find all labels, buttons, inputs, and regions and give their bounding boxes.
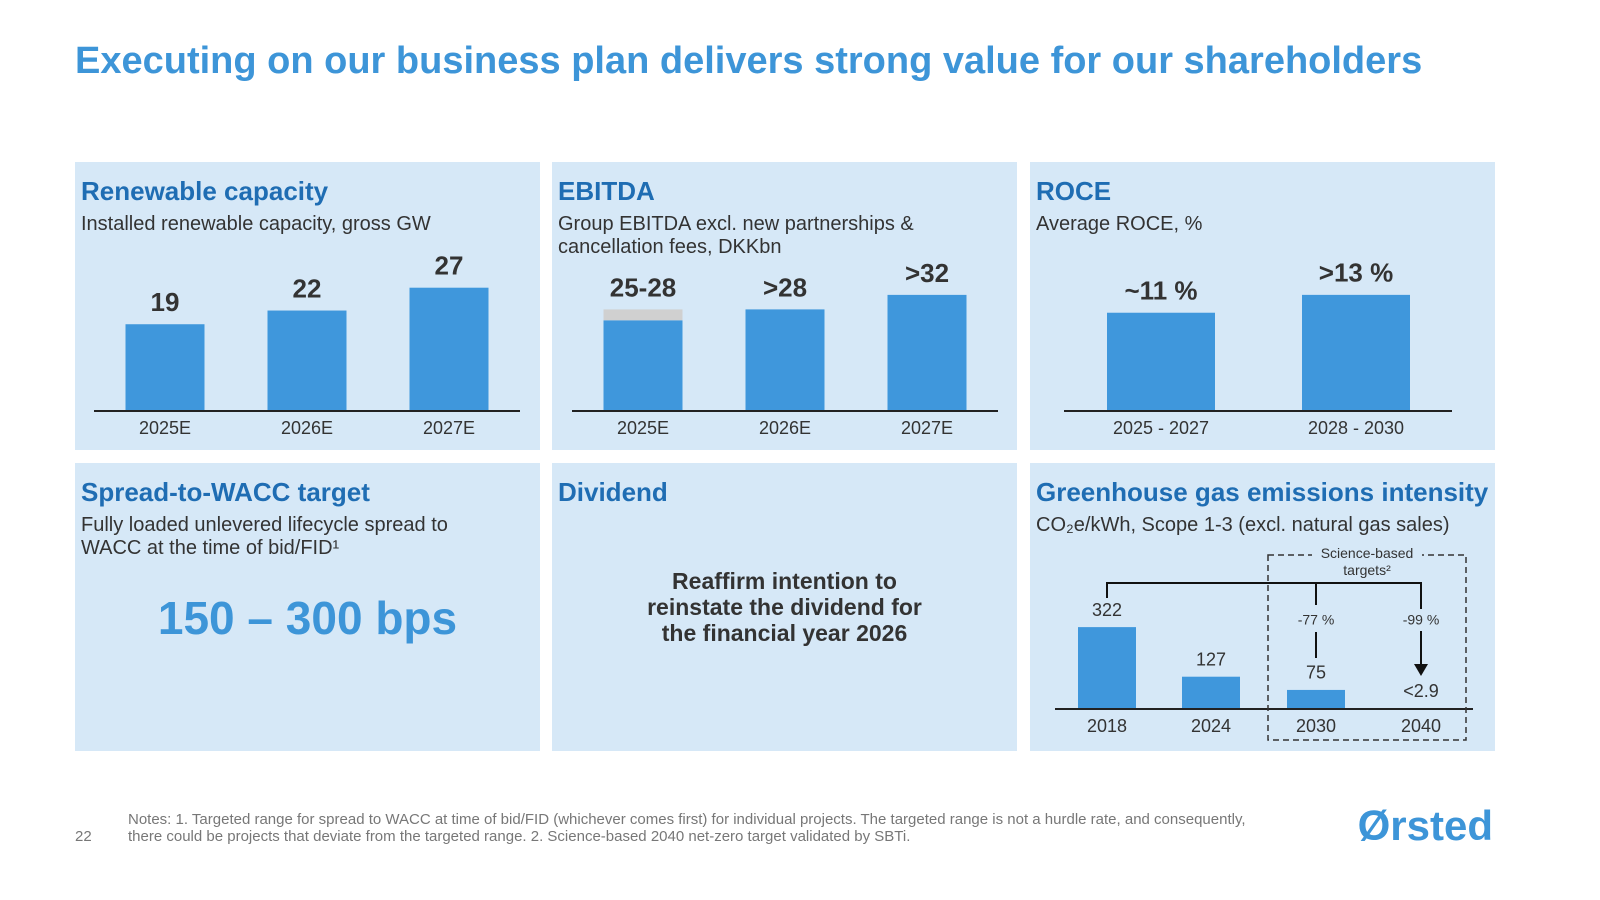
range-segment	[603, 309, 683, 321]
logo: Ørsted	[1357, 802, 1493, 849]
bar	[603, 320, 683, 411]
arrow-head	[1414, 664, 1428, 676]
panel-subtitle: Fully loaded unlevered lifecycle spread …	[81, 514, 448, 559]
value-label: ~11 %	[1124, 276, 1197, 306]
value-label: >13 %	[1319, 258, 1393, 288]
value-label: 127	[1196, 649, 1226, 669]
value-label: 25-28	[610, 272, 677, 302]
panel	[552, 463, 1017, 751]
bar	[1302, 294, 1410, 411]
highlight-range: 150 – 300 bps	[157, 592, 458, 644]
x-tick-label: 2025E	[617, 418, 669, 438]
value-label: 22	[293, 273, 322, 303]
bar	[1287, 689, 1345, 709]
change-bg	[1290, 609, 1342, 631]
panel-subtitle: CO₂e/kWh, Scope 1-3 (excl. natural gas s…	[1036, 514, 1450, 536]
value-label: 19	[151, 287, 180, 317]
x-tick-label: 2030	[1296, 716, 1336, 736]
x-tick-label: 2025E	[139, 418, 191, 438]
change-label: -77 %	[1298, 612, 1335, 628]
bar	[409, 287, 489, 411]
targets-box	[1267, 554, 1467, 741]
panel-subtitle: Group EBITDA excl. new partnerships & ca…	[558, 213, 914, 258]
bar	[1107, 312, 1215, 411]
panel-title: EBITDA	[558, 176, 655, 206]
bar	[887, 294, 967, 411]
bar	[745, 309, 825, 411]
x-tick-label: 2018	[1087, 716, 1127, 736]
targets-label: Science-based targets²	[1312, 545, 1422, 579]
value-label: >32	[905, 258, 949, 288]
panel-subtitle: Average ROCE, %	[1036, 213, 1203, 235]
x-tick-label: 2040	[1401, 716, 1441, 736]
x-tick-label: 2028 - 2030	[1308, 418, 1404, 438]
x-tick-label: 2026E	[281, 418, 333, 438]
x-tick-label: 2026E	[759, 418, 811, 438]
notes: Notes: 1. Targeted range for spread to W…	[128, 811, 1246, 845]
value-label: 27	[435, 251, 464, 281]
value-label: 322	[1092, 600, 1122, 620]
bar	[1078, 627, 1136, 709]
value-label: >28	[763, 272, 807, 302]
value-label: <2.9	[1403, 681, 1439, 701]
change-bg	[1395, 609, 1447, 631]
panel	[75, 463, 540, 751]
slide-title: Executing on our business plan delivers …	[75, 40, 1423, 82]
panel-title: Greenhouse gas emissions intensity	[1036, 477, 1489, 507]
x-tick-label: 2027E	[901, 418, 953, 438]
bar	[1182, 676, 1240, 709]
x-tick-label: 2027E	[423, 418, 475, 438]
panel-title: Spread-to-WACC target	[81, 477, 370, 507]
panel-title: Dividend	[558, 477, 668, 507]
change-label: -99 %	[1403, 612, 1440, 628]
panel-title: Renewable capacity	[81, 176, 329, 206]
panel-title: ROCE	[1036, 176, 1112, 206]
panel-subtitle: Installed renewable capacity, gross GW	[81, 213, 431, 235]
dividend-text: Reaffirm intention to reinstate the divi…	[647, 568, 922, 646]
page-number: 22	[75, 828, 92, 845]
bar	[125, 324, 205, 411]
x-tick-label: 2025 - 2027	[1113, 418, 1209, 438]
x-tick-label: 2024	[1191, 716, 1231, 736]
bar	[267, 310, 347, 411]
value-label: 75	[1306, 663, 1326, 683]
